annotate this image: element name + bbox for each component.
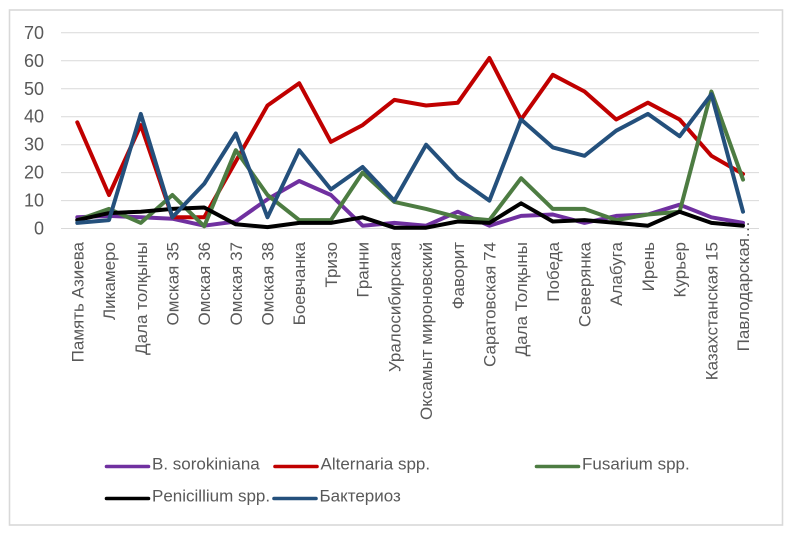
svg-text:Дала толқыны: Дала толқыны (132, 242, 151, 355)
svg-text:Саратовская 74: Саратовская 74 (480, 242, 499, 367)
svg-text:Оксамыт мироновский: Оксамыт мироновский (417, 242, 436, 420)
svg-text:Казахстанская 15: Казахстанская 15 (702, 242, 721, 380)
svg-text:Penicillium spp.: Penicillium spp. (152, 487, 270, 506)
svg-text:Павлодарская…: Павлодарская… (734, 221, 753, 351)
svg-text:Гранни: Гранни (354, 242, 373, 297)
svg-text:Бактериоз: Бактериоз (320, 487, 402, 506)
svg-text:Уралосибирская: Уралосибирская (385, 242, 404, 372)
svg-text:Омская 36: Омская 36 (195, 242, 214, 326)
svg-text:Северянка: Северянка (576, 241, 595, 327)
svg-text:0: 0 (34, 219, 44, 239)
svg-text:Боевчанка: Боевчанка (290, 241, 309, 325)
svg-text:Омская 35: Омская 35 (163, 242, 182, 326)
svg-text:Alternaria spp.: Alternaria spp. (321, 455, 431, 474)
svg-text:Fusarium spp.: Fusarium spp. (582, 455, 690, 474)
svg-text:10: 10 (24, 191, 44, 211)
svg-text:Алабуга: Алабуга (607, 241, 626, 305)
svg-text:Ликамеро: Ликамеро (100, 242, 119, 320)
svg-text:Дала Толқыны: Дала Толқыны (512, 242, 531, 356)
svg-text:Омская 38: Омская 38 (259, 242, 278, 326)
svg-text:70: 70 (24, 23, 44, 43)
svg-text:50: 50 (24, 79, 44, 99)
svg-text:30: 30 (24, 135, 44, 155)
svg-text:Ирень: Ирень (639, 242, 658, 292)
svg-text:20: 20 (24, 163, 44, 183)
svg-text:60: 60 (24, 51, 44, 71)
svg-text:Победа: Победа (544, 241, 563, 301)
svg-text:B. sorokiniana: B. sorokiniana (152, 455, 260, 474)
svg-text:Тризо: Тризо (322, 242, 341, 287)
svg-text:40: 40 (24, 107, 44, 127)
svg-text:Память Азиева: Память Азиева (68, 241, 87, 362)
svg-text:Фаворит: Фаворит (449, 242, 468, 310)
svg-text:Курьер: Курьер (671, 242, 690, 297)
svg-text:Омская 37: Омская 37 (227, 242, 246, 326)
